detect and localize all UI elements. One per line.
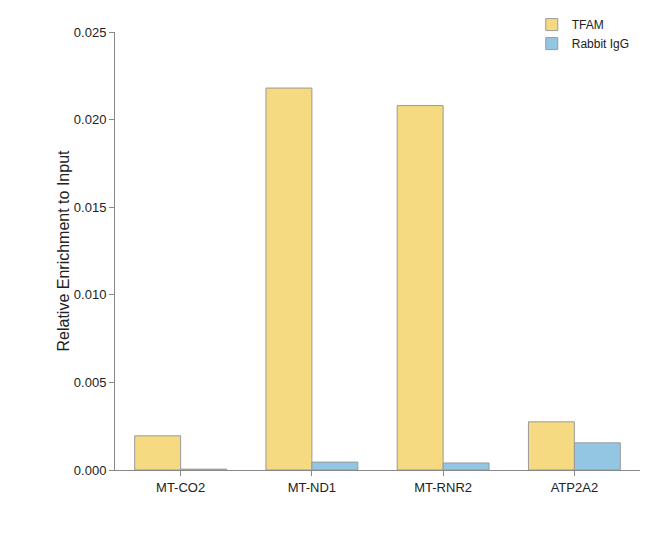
- svg-text:MT-ND1: MT-ND1: [288, 480, 336, 495]
- svg-text:0.025: 0.025: [74, 25, 107, 40]
- svg-text:Rabbit IgG: Rabbit IgG: [572, 37, 629, 51]
- svg-text:0.010: 0.010: [74, 287, 107, 302]
- svg-text:ATP2A2: ATP2A2: [551, 480, 598, 495]
- svg-text:0.020: 0.020: [74, 112, 107, 127]
- svg-text:0.005: 0.005: [74, 375, 107, 390]
- svg-text:MT-CO2: MT-CO2: [156, 480, 205, 495]
- svg-text:0.015: 0.015: [74, 200, 107, 215]
- svg-text:TFAM: TFAM: [572, 18, 604, 32]
- svg-text:Relative Enrichment to Input: Relative Enrichment to Input: [55, 150, 72, 352]
- svg-text:0.000: 0.000: [74, 463, 107, 478]
- svg-text:MT-RNR2: MT-RNR2: [414, 480, 472, 495]
